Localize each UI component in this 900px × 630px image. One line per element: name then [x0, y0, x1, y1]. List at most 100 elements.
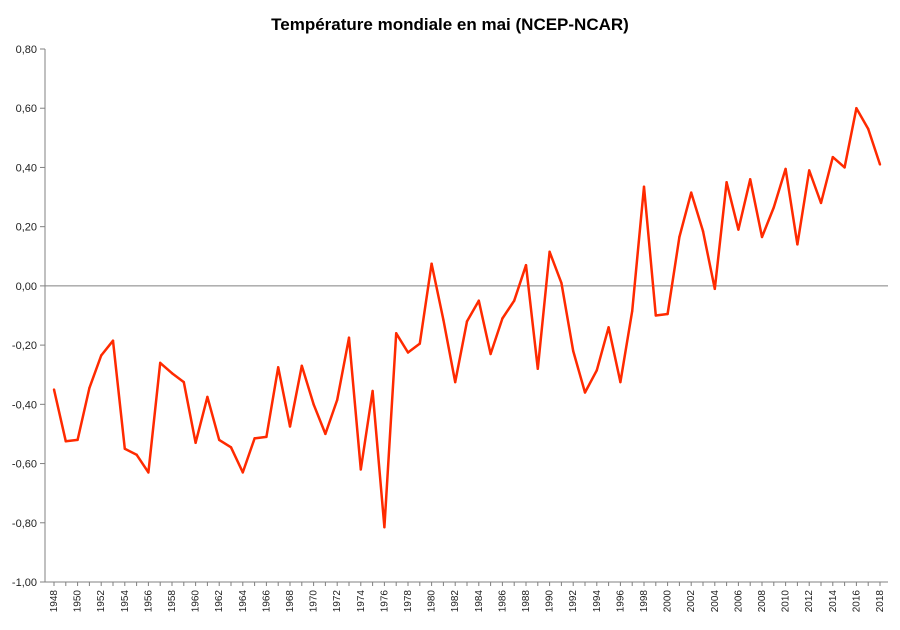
data-point [442, 318, 445, 322]
x-tick-label: 1962 [214, 590, 225, 613]
series-line [52, 106, 882, 529]
data-point [52, 388, 56, 391]
data-point [229, 446, 233, 449]
data-point [654, 314, 657, 317]
y-tick-label: -0,80 [12, 518, 37, 530]
data-point [206, 395, 209, 399]
data-point [170, 372, 174, 375]
data-point [843, 166, 846, 169]
x-tick-label: 2012 [804, 590, 815, 613]
data-point [218, 438, 221, 442]
x-tick-label: 1980 [427, 590, 438, 613]
x-tick-label: 1958 [167, 590, 178, 613]
data-point [572, 349, 575, 353]
data-point [737, 228, 740, 231]
x-tick-label: 2016 [851, 590, 862, 613]
x-tick-label: 1954 [120, 590, 131, 613]
data-point [796, 243, 799, 246]
x-tick-label: 2014 [828, 590, 839, 613]
x-tick-label: 1998 [639, 590, 650, 613]
data-point [100, 354, 103, 357]
data-point [359, 468, 362, 471]
data-point [619, 380, 622, 384]
data-point [64, 440, 68, 443]
x-tick-label: 1966 [261, 590, 272, 613]
data-point [489, 352, 492, 356]
x-tick-label: 1968 [285, 590, 296, 613]
x-tick-label: 1976 [379, 590, 390, 613]
data-point [135, 453, 138, 456]
data-point [241, 471, 244, 474]
x-tick-label: 2018 [875, 590, 886, 613]
data-point [300, 364, 303, 368]
x-tick-label: 1988 [521, 590, 532, 613]
x-tick-label: 1974 [356, 590, 367, 613]
data-point [819, 201, 823, 205]
data-point [831, 155, 834, 159]
x-tick-label: 1996 [615, 590, 626, 613]
data-point [288, 425, 292, 428]
x-tick-label: 1964 [238, 590, 249, 613]
data-point [595, 369, 598, 372]
data-point [277, 366, 280, 369]
x-tick-label: 1986 [497, 590, 508, 613]
x-tick-label: 2006 [733, 590, 744, 613]
data-point [76, 438, 79, 442]
x-tick-label: 2008 [757, 590, 768, 613]
data-point [454, 380, 457, 384]
data-point [607, 326, 610, 329]
x-tick-label: 1950 [73, 590, 84, 613]
y-tick-label: 0,60 [16, 103, 37, 115]
data-point [784, 167, 787, 171]
data-point [725, 181, 728, 184]
data-point [324, 432, 327, 436]
data-point [631, 309, 634, 313]
data-point [253, 437, 256, 440]
data-point [701, 229, 705, 233]
x-tick-label: 1956 [143, 590, 154, 613]
x-tick-label: 2000 [663, 590, 674, 613]
data-point [194, 441, 197, 445]
data-point [548, 250, 551, 254]
data-point [501, 317, 504, 320]
data-point [536, 367, 539, 370]
data-point [808, 169, 811, 172]
data-point [666, 312, 669, 316]
data-point [88, 386, 91, 390]
x-tick-label: 1960 [191, 590, 202, 613]
data-point [772, 206, 775, 209]
data-point [418, 342, 421, 345]
x-tick-label: 1972 [332, 590, 343, 613]
chart-title: Température mondiale en mai (NCEP-NCAR) [271, 15, 629, 34]
data-point [406, 351, 410, 354]
data-point [477, 299, 480, 302]
data-point [395, 332, 398, 335]
data-point [111, 339, 115, 342]
data-point [159, 361, 162, 365]
x-tick-label: 1990 [545, 590, 556, 613]
data-point [383, 526, 386, 529]
x-tick-label: 1984 [474, 590, 485, 613]
data-point [678, 235, 681, 239]
data-point [560, 281, 563, 285]
data-point [430, 262, 433, 265]
y-tick-label: 0,40 [16, 162, 37, 174]
x-tick-label: 2002 [686, 590, 697, 613]
x-tick-label: 1994 [592, 590, 603, 613]
x-tick-label: 1978 [403, 590, 414, 613]
data-point [855, 107, 858, 110]
data-point [347, 336, 351, 339]
data-point [336, 398, 339, 402]
data-point [123, 447, 127, 450]
data-point [760, 235, 764, 239]
series-group [52, 106, 882, 529]
y-tick-label: -1,00 [12, 577, 37, 589]
x-tick-label: 1952 [96, 590, 107, 613]
y-axis: 0,80 0,60 0,40 0,20 0,00 -0,20 -0,40 -0,60 -0,80… [12, 44, 45, 589]
x-tick-label: 1992 [568, 590, 579, 613]
data-point [182, 380, 185, 384]
data-point [690, 191, 693, 194]
data-point [867, 127, 870, 131]
y-tick-label: 0,80 [16, 44, 37, 56]
